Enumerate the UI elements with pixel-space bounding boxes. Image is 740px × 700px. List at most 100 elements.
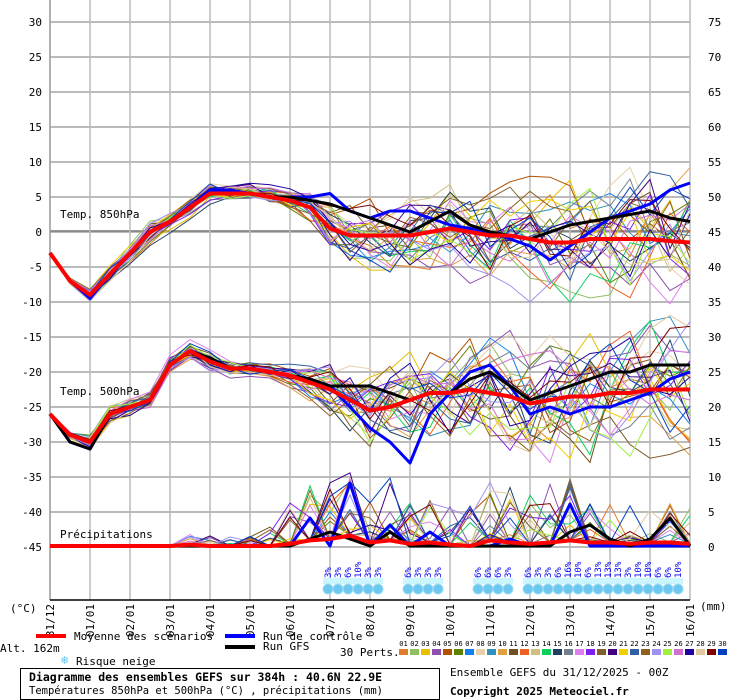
snow-risk-band <box>613 578 623 584</box>
right-tick-label: 30 <box>708 331 721 344</box>
date-tick-label: 15/01 <box>644 604 657 637</box>
perturbation-legend-item: 29 <box>706 640 717 655</box>
perturbation-legend-label: 13 <box>531 640 540 648</box>
snowflake-icon <box>662 583 674 595</box>
left-axis-unit: (°C) <box>10 602 37 615</box>
perturbation-legend-item: 25 <box>662 640 673 655</box>
gfs-legend-swatch <box>225 645 255 649</box>
panel-label-t500: Temp. 500hPa <box>60 385 139 398</box>
perturbation-legend-item: 22 <box>629 640 640 655</box>
date-tick-label: 31/12 <box>44 604 57 637</box>
perturbation-legend-item: 21 <box>618 640 629 655</box>
perturbation-legend-item: 30 <box>717 640 728 655</box>
snow-risk-label: 3% <box>544 567 554 578</box>
snowflake-icon <box>352 583 364 595</box>
snow-risk-label: 10% <box>574 561 584 578</box>
snow-risk-band <box>643 578 653 584</box>
perturbation-legend-swatch <box>465 649 474 655</box>
perturbation-legend-item: 01 <box>398 640 409 655</box>
snow-risk-label: 6% <box>654 567 664 578</box>
snowflake-icon <box>482 583 494 595</box>
date-tick-label: 06/01 <box>284 604 297 637</box>
left-tick-label: 20 <box>29 86 42 99</box>
perturbation-legend-swatch <box>542 649 551 655</box>
perturbation-legend-item: 27 <box>684 640 695 655</box>
perturbation-legend-item: 19 <box>596 640 607 655</box>
perturbation-legend-swatch <box>509 649 518 655</box>
snowflake-icon <box>492 583 504 595</box>
snow-risk-label: 3% <box>504 567 514 578</box>
left-tick-label: -10 <box>22 296 42 309</box>
left-tick-label: 15 <box>29 121 42 134</box>
snow-risk-label: 6% <box>494 567 504 578</box>
snowflake-icon <box>582 583 594 595</box>
run-info: Ensemble GEFS du 31/12/2025 - 00Z <box>450 666 669 679</box>
perturbation-legend-swatch <box>520 649 529 655</box>
snow-risk-label: 10% <box>644 561 654 578</box>
date-tick-label: 05/01 <box>244 604 257 637</box>
perturbation-legend-label: 06 <box>454 640 463 648</box>
perturbation-legend-label: 29 <box>707 640 716 648</box>
snow-risk-band <box>433 578 443 584</box>
perturbation-legend-label: 05 <box>443 640 452 648</box>
left-tick-label: -20 <box>22 366 42 379</box>
footer-subtitle: Températures 850hPa et 500hPa (°C) , pré… <box>29 685 384 697</box>
perturbation-legend-swatch <box>421 649 430 655</box>
perturbation-legend-swatch <box>531 649 540 655</box>
snow-risk-label: 13% <box>614 561 624 578</box>
mean-legend-label: Moyenne des scénarios <box>74 630 214 643</box>
perturbation-legend-label: 24 <box>652 640 661 648</box>
snow-risk-label: 6% <box>344 567 354 578</box>
right-tick-label: 65 <box>708 86 721 99</box>
snow-risk-band <box>343 578 353 584</box>
snowflake-icon <box>652 583 664 595</box>
perturbation-legend-label: 20 <box>608 640 617 648</box>
date-tick-label: 10/01 <box>444 604 457 637</box>
snowflake-icon <box>432 583 444 595</box>
perturbation-legend-swatch <box>718 649 727 655</box>
snowflake-icon <box>502 583 514 595</box>
perturbation-legend-item: 28 <box>695 640 706 655</box>
date-tick-label: 03/01 <box>164 604 177 637</box>
perturbation-legend-label: 15 <box>553 640 562 648</box>
series-precip-moyenne-des-sc-narios <box>50 533 691 548</box>
perturbation-legend-label: 14 <box>542 640 551 648</box>
snow-risk-band <box>593 578 603 584</box>
perturbation-legend-item: 03 <box>420 640 431 655</box>
right-axis-unit: (mm) <box>700 600 727 613</box>
perturbation-legend-swatch <box>586 649 595 655</box>
snow-risk-band <box>633 578 643 584</box>
snow-risk-label: 6% <box>584 567 594 578</box>
perturbation-legend-swatch <box>608 649 617 655</box>
snow-risk-label: 6% <box>664 567 674 578</box>
perturbation-legend-item: 10 <box>497 640 508 655</box>
right-tick-label: 40 <box>708 261 721 274</box>
snow-risk-band <box>503 578 513 584</box>
snowflake-icon <box>572 583 584 595</box>
perturbation-legend-label: 18 <box>586 640 595 648</box>
left-tick-label: -30 <box>22 436 42 449</box>
perturbation-legend-label: 12 <box>520 640 529 648</box>
perturbation-legend-swatch <box>575 649 584 655</box>
perturbation-legend-swatch <box>399 649 408 655</box>
perturbation-legend-item: 15 <box>552 640 563 655</box>
perturbation-legend-item: 16 <box>563 640 574 655</box>
perturbation-legend-swatch <box>696 649 705 655</box>
perturbation-legend-item: 18 <box>585 640 596 655</box>
snowflake-icon <box>562 583 574 595</box>
snowflake-icon <box>412 583 424 595</box>
perturbation-legend-swatch <box>564 649 573 655</box>
snow-risk-band <box>583 578 593 584</box>
snow-risk-band <box>533 578 543 584</box>
perturbation-line-13 <box>49 183 691 295</box>
right-tick-label: 20 <box>708 401 721 414</box>
right-tick-label: 15 <box>708 436 721 449</box>
perturbation-legend-swatch <box>410 649 419 655</box>
perturbation-line-19 <box>49 344 691 459</box>
snow-risk-label: 3% <box>534 567 544 578</box>
right-tick-label: 0 <box>708 541 715 554</box>
left-tick-label: 30 <box>29 16 42 29</box>
perturbation-legend-item: 05 <box>442 640 453 655</box>
perturbation-legend-label: 01 <box>399 640 408 648</box>
